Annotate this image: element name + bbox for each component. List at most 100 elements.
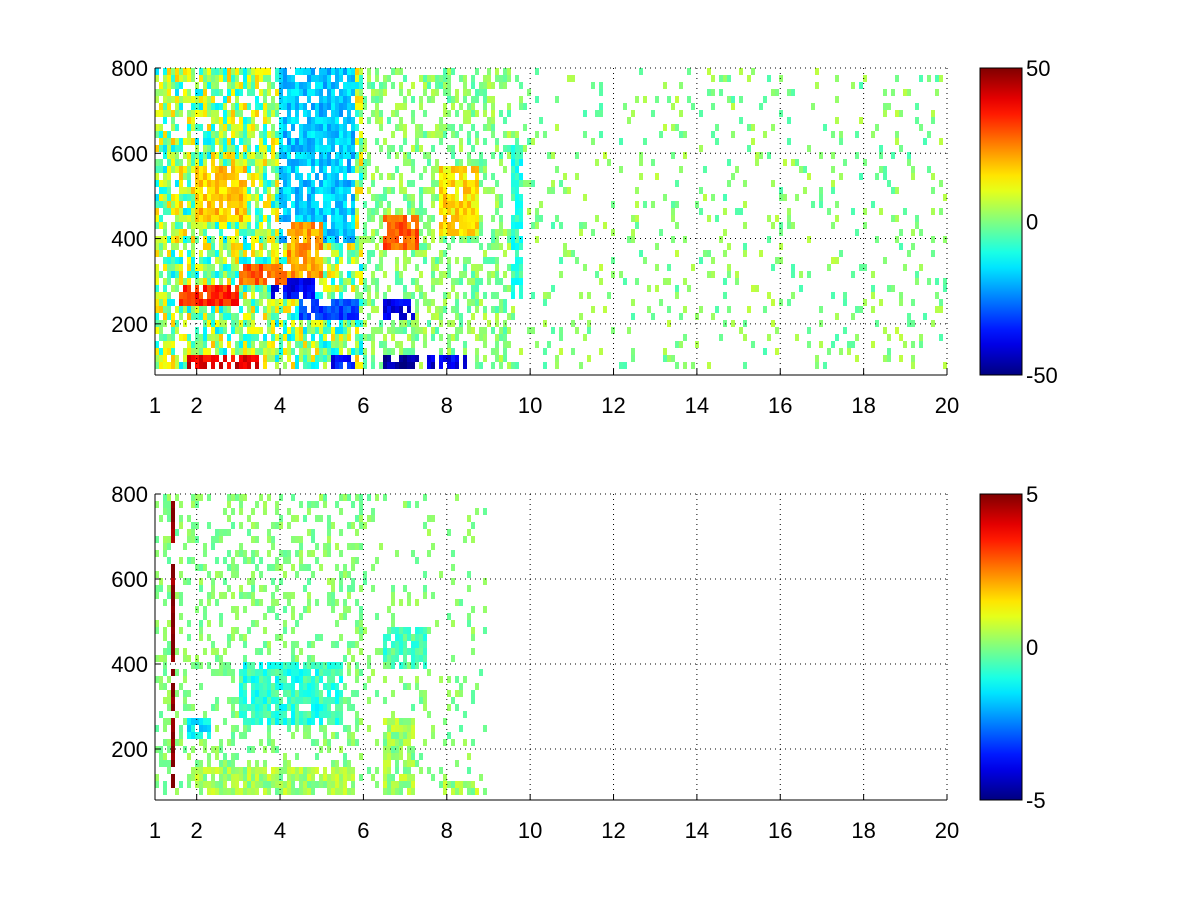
- heatmap-cell: [183, 355, 187, 362]
- heatmap-cell: [295, 208, 299, 215]
- heatmap-cell: [223, 508, 227, 515]
- heatmap-cell: [379, 257, 383, 264]
- heatmap-cell: [303, 718, 307, 725]
- heatmap-cell: [391, 348, 395, 355]
- heatmap-cell: [499, 215, 503, 222]
- heatmap-cell: [915, 215, 919, 222]
- heatmap-cell: [431, 278, 435, 285]
- heatmap-cell: [231, 124, 235, 131]
- heatmap-cell: [295, 159, 299, 166]
- heatmap-cell: [439, 250, 443, 257]
- heatmap-cell: [383, 236, 387, 243]
- heatmap-cell: [599, 82, 603, 89]
- heatmap-cell: [343, 138, 347, 145]
- heatmap-cell: [171, 96, 175, 103]
- heatmap-cell: [295, 166, 299, 173]
- heatmap-cell: [339, 257, 343, 264]
- heatmap-cell: [303, 788, 307, 795]
- heatmap-cell: [491, 257, 495, 264]
- heatmap-cell: [327, 683, 331, 690]
- heatmap-cell: [771, 222, 775, 229]
- heatmap-cell: [827, 348, 831, 355]
- heatmap-cell: [523, 145, 527, 152]
- heatmap-cell: [163, 788, 167, 795]
- heatmap-cell: [311, 655, 315, 662]
- heatmap-cell: [155, 110, 159, 117]
- heatmap-cell: [371, 250, 375, 257]
- heatmap-cell: [655, 96, 659, 103]
- heatmap-cell: [159, 348, 163, 355]
- heatmap-cell: [403, 725, 407, 732]
- heatmap-cell: [231, 320, 235, 327]
- heatmap-cell: [187, 68, 191, 75]
- heatmap-cell: [219, 124, 223, 131]
- heatmap-cell: [919, 229, 923, 236]
- heatmap-cell: [307, 725, 311, 732]
- heatmap-cell: [163, 362, 167, 369]
- heatmap-cell: [203, 215, 207, 222]
- heatmap-cell: [299, 550, 303, 557]
- heatmap-cell: [271, 194, 275, 201]
- heatmap-cell: [799, 271, 803, 278]
- heatmap-cell: [335, 543, 339, 550]
- heatmap-cell: [467, 117, 471, 124]
- heatmap-cell: [431, 145, 435, 152]
- heatmap-cell: [335, 229, 339, 236]
- heatmap-cell: [415, 208, 419, 215]
- heatmap-cell: [163, 627, 167, 634]
- heatmap-cell: [523, 124, 527, 131]
- heatmap-cell: [675, 180, 679, 187]
- heatmap-cell: [499, 355, 503, 362]
- heatmap-cell: [271, 683, 275, 690]
- heatmap-cell: [163, 278, 167, 285]
- heatmap-cell: [515, 250, 519, 257]
- heatmap-cell: [171, 746, 175, 753]
- heatmap-cell: [211, 152, 215, 159]
- heatmap-cell: [343, 655, 347, 662]
- heatmap-cell: [279, 578, 283, 585]
- heatmap-cell: [715, 124, 719, 131]
- heatmap-cell: [231, 194, 235, 201]
- heatmap-cell: [351, 641, 355, 648]
- heatmap-cell: [167, 257, 171, 264]
- heatmap-cell: [275, 508, 279, 515]
- heatmap-cell: [755, 285, 759, 292]
- heatmap-cell: [919, 124, 923, 131]
- heatmap-cell: [843, 299, 847, 306]
- heatmap-cell: [215, 117, 219, 124]
- heatmap-cell: [643, 257, 647, 264]
- heatmap-cell: [319, 138, 323, 145]
- heatmap-cell: [195, 522, 199, 529]
- heatmap-cell: [347, 606, 351, 613]
- heatmap-cell: [451, 564, 455, 571]
- heatmap-cell: [651, 201, 655, 208]
- heatmap-cell: [823, 124, 827, 131]
- heatmap-cell: [359, 341, 363, 348]
- heatmap-cell: [231, 117, 235, 124]
- heatmap-cell: [279, 515, 283, 522]
- heatmap-cell: [439, 138, 443, 145]
- heatmap-cell: [199, 788, 203, 795]
- heatmap-cell: [207, 201, 211, 208]
- heatmap-cell: [195, 655, 199, 662]
- heatmap-cell: [243, 201, 247, 208]
- heatmap-cell: [215, 348, 219, 355]
- heatmap-cell: [171, 648, 175, 655]
- heatmap-cell: [167, 494, 171, 501]
- heatmap-cell: [831, 341, 835, 348]
- heatmap-cell: [399, 173, 403, 180]
- heatmap-cell: [335, 215, 339, 222]
- heatmap-cell: [471, 110, 475, 117]
- heatmap-cell: [519, 292, 523, 299]
- heatmap-cell: [287, 138, 291, 145]
- heatmap-cell: [175, 159, 179, 166]
- heatmap-cell: [531, 180, 535, 187]
- heatmap-cell: [607, 159, 611, 166]
- heatmap-cell: [319, 313, 323, 320]
- heatmap-cell: [371, 96, 375, 103]
- heatmap-cell: [287, 557, 291, 564]
- heatmap-cell: [207, 494, 211, 501]
- heatmap-cell: [427, 159, 431, 166]
- heatmap-cell: [279, 781, 283, 788]
- heatmap-cell: [359, 585, 363, 592]
